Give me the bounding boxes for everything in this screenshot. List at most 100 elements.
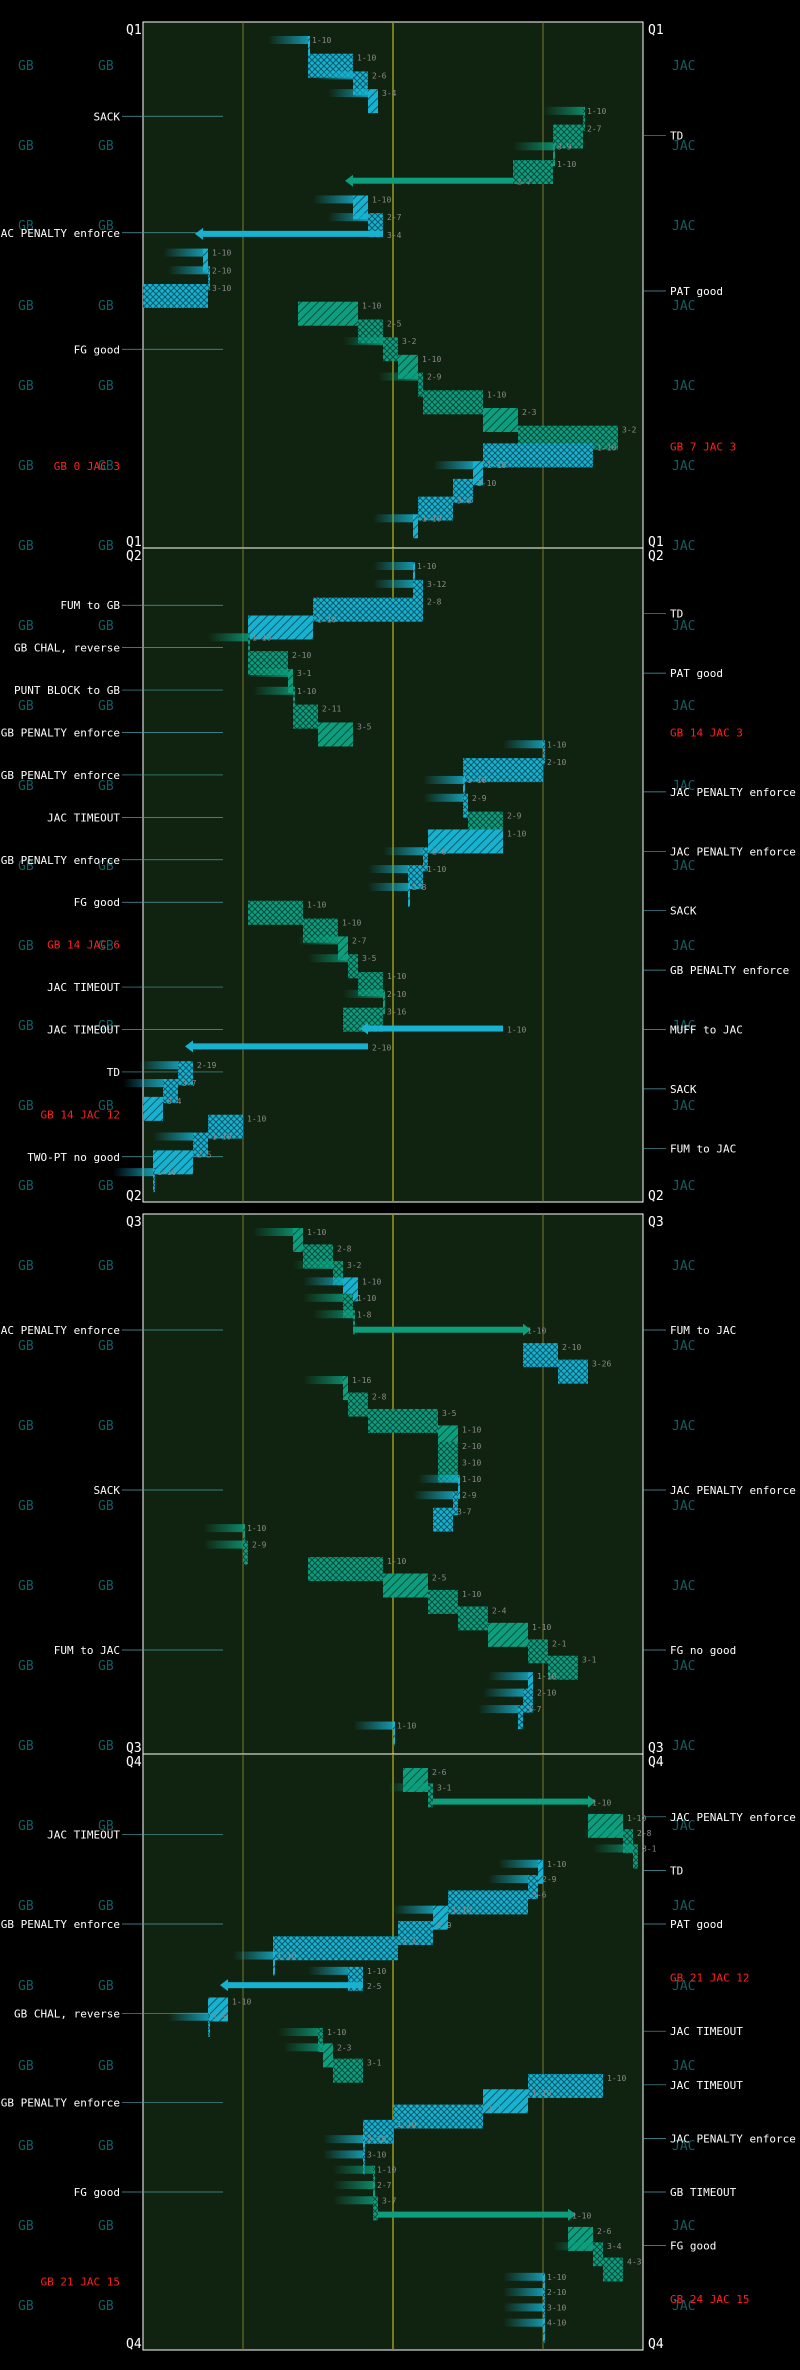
down-label: 2-8: [432, 847, 447, 856]
down-label: 1-10: [487, 461, 506, 470]
down-label: 2-5: [432, 1573, 447, 1582]
watermark-jac: JAC: [672, 2139, 695, 2154]
watermark-gb: GB: [18, 139, 34, 154]
jac-play-bar: [518, 1705, 523, 1730]
play-arrow: [588, 1795, 596, 1808]
gb-play-bar: [553, 142, 555, 167]
gb-play-bar: [528, 1639, 548, 1664]
watermark-gb: GB: [98, 539, 114, 554]
watermark-jac: JAC: [672, 619, 695, 634]
down-label: 1-10: [317, 615, 336, 624]
event-label: JAC TIMEOUT: [670, 2025, 743, 2038]
play-trail: [368, 882, 408, 891]
jac-play-bar: [528, 1875, 538, 1900]
quarter-label: Q1: [126, 23, 142, 38]
event-label: JAC PENALTY enforce: [670, 786, 796, 799]
watermark-gb: GB: [98, 59, 114, 74]
play-arrow: [195, 227, 203, 240]
score-label: GB 24 JAC 15: [670, 2293, 749, 2306]
down-label: 1-10: [417, 562, 436, 571]
event-label: SACK: [94, 110, 121, 123]
quarter-label: Q3: [126, 1215, 142, 1230]
event-label: FUM to JAC: [670, 1324, 736, 1337]
quarter-label: Q4: [126, 1755, 142, 1770]
down-label: 3-1: [402, 1936, 417, 1945]
jac-play-bar: [178, 1061, 193, 1086]
event-label: JAC TIMEOUT: [47, 981, 120, 994]
down-label: 1-10: [547, 740, 566, 749]
quarter-label: Q2: [126, 549, 142, 564]
watermark-gb: GB: [98, 699, 114, 714]
jac-play-bar: [423, 847, 428, 872]
gb-play-bar: [593, 2242, 603, 2267]
jac-play-bar: [248, 615, 313, 640]
jac-play-bar: [543, 2318, 545, 2343]
down-label: 2-1: [487, 2105, 502, 2114]
down-label: 2-9: [437, 1921, 452, 1930]
down-label: 1-10: [422, 514, 441, 523]
watermark-gb: GB: [98, 1179, 114, 1194]
gb-play-bar: [343, 1293, 353, 1318]
watermark-jac: JAC: [672, 779, 695, 794]
gb-play-bar: [293, 704, 318, 729]
watermark-jac: JAC: [672, 299, 695, 314]
jac-play-bar: [453, 478, 473, 503]
watermark-gb: GB: [98, 1899, 114, 1914]
play-trail: [303, 1293, 343, 1302]
watermark-gb: GB: [18, 1099, 34, 1114]
play-trail: [503, 2288, 543, 2297]
watermark-jac: JAC: [672, 379, 695, 394]
play-trail: [423, 775, 463, 784]
down-label: 1-10: [607, 2074, 626, 2083]
play-trail: [308, 954, 348, 963]
watermark-gb: GB: [18, 779, 34, 794]
play-trail: [343, 989, 383, 998]
play-trail: [313, 195, 353, 204]
watermark-gb: GB: [18, 939, 34, 954]
watermark-gb: GB: [98, 1579, 114, 1594]
event-label: GB PENALTY enforce: [1, 769, 120, 782]
watermark-gb: GB: [18, 699, 34, 714]
down-label: 1-10: [397, 1722, 416, 1731]
jac-play-bar: [193, 1043, 368, 1050]
down-label: 1-10: [537, 1672, 556, 1681]
quarter-label: Q4: [126, 2337, 142, 2352]
down-label: 3-4: [382, 89, 397, 98]
gb-play-bar: [548, 1655, 578, 1680]
play-trail: [203, 1540, 243, 1549]
quarter-label: Q3: [126, 1741, 142, 1756]
event-label: FG good: [74, 896, 120, 909]
down-label: 2-10: [212, 266, 231, 275]
down-label: 3-12: [427, 580, 446, 589]
gb-play-bar: [383, 1573, 428, 1598]
gb-play-bar: [298, 301, 358, 326]
down-label: 3-2: [347, 1261, 362, 1270]
jac-play-bar: [163, 1079, 178, 1104]
down-label: 1-10: [212, 249, 231, 258]
down-label: 3-16: [387, 1008, 406, 1017]
down-label: 1-10: [547, 2273, 566, 2282]
jac-play-bar: [208, 1997, 228, 2022]
event-label: GB PENALTY enforce: [1, 1918, 120, 1931]
event-label: TD: [107, 1066, 120, 1079]
jac-play-bar: [558, 1359, 588, 1384]
down-label: 1-10: [372, 195, 391, 204]
gb-play-bar: [338, 936, 348, 961]
gb-play-bar: [308, 1557, 383, 1582]
jac-play-bar: [473, 461, 483, 486]
watermark-gb: GB: [98, 2299, 114, 2314]
play-trail: [333, 2181, 373, 2190]
down-label: 2-9: [427, 373, 442, 382]
play-trail: [278, 2028, 318, 2037]
down-label: 2-10: [477, 479, 496, 488]
event-label: GB CHAL, reverse: [14, 642, 120, 655]
down-label: 1-10: [297, 687, 316, 696]
play-trail: [203, 1524, 243, 1533]
watermark-gb: GB: [98, 459, 114, 474]
down-label: 1-10: [592, 1799, 611, 1808]
watermark-jac: JAC: [672, 1739, 695, 1754]
event-label: FG good: [74, 2186, 120, 2199]
watermark-gb: GB: [98, 939, 114, 954]
down-label: 1-10: [452, 1906, 471, 1915]
jac-play-bar: [273, 1936, 398, 1961]
